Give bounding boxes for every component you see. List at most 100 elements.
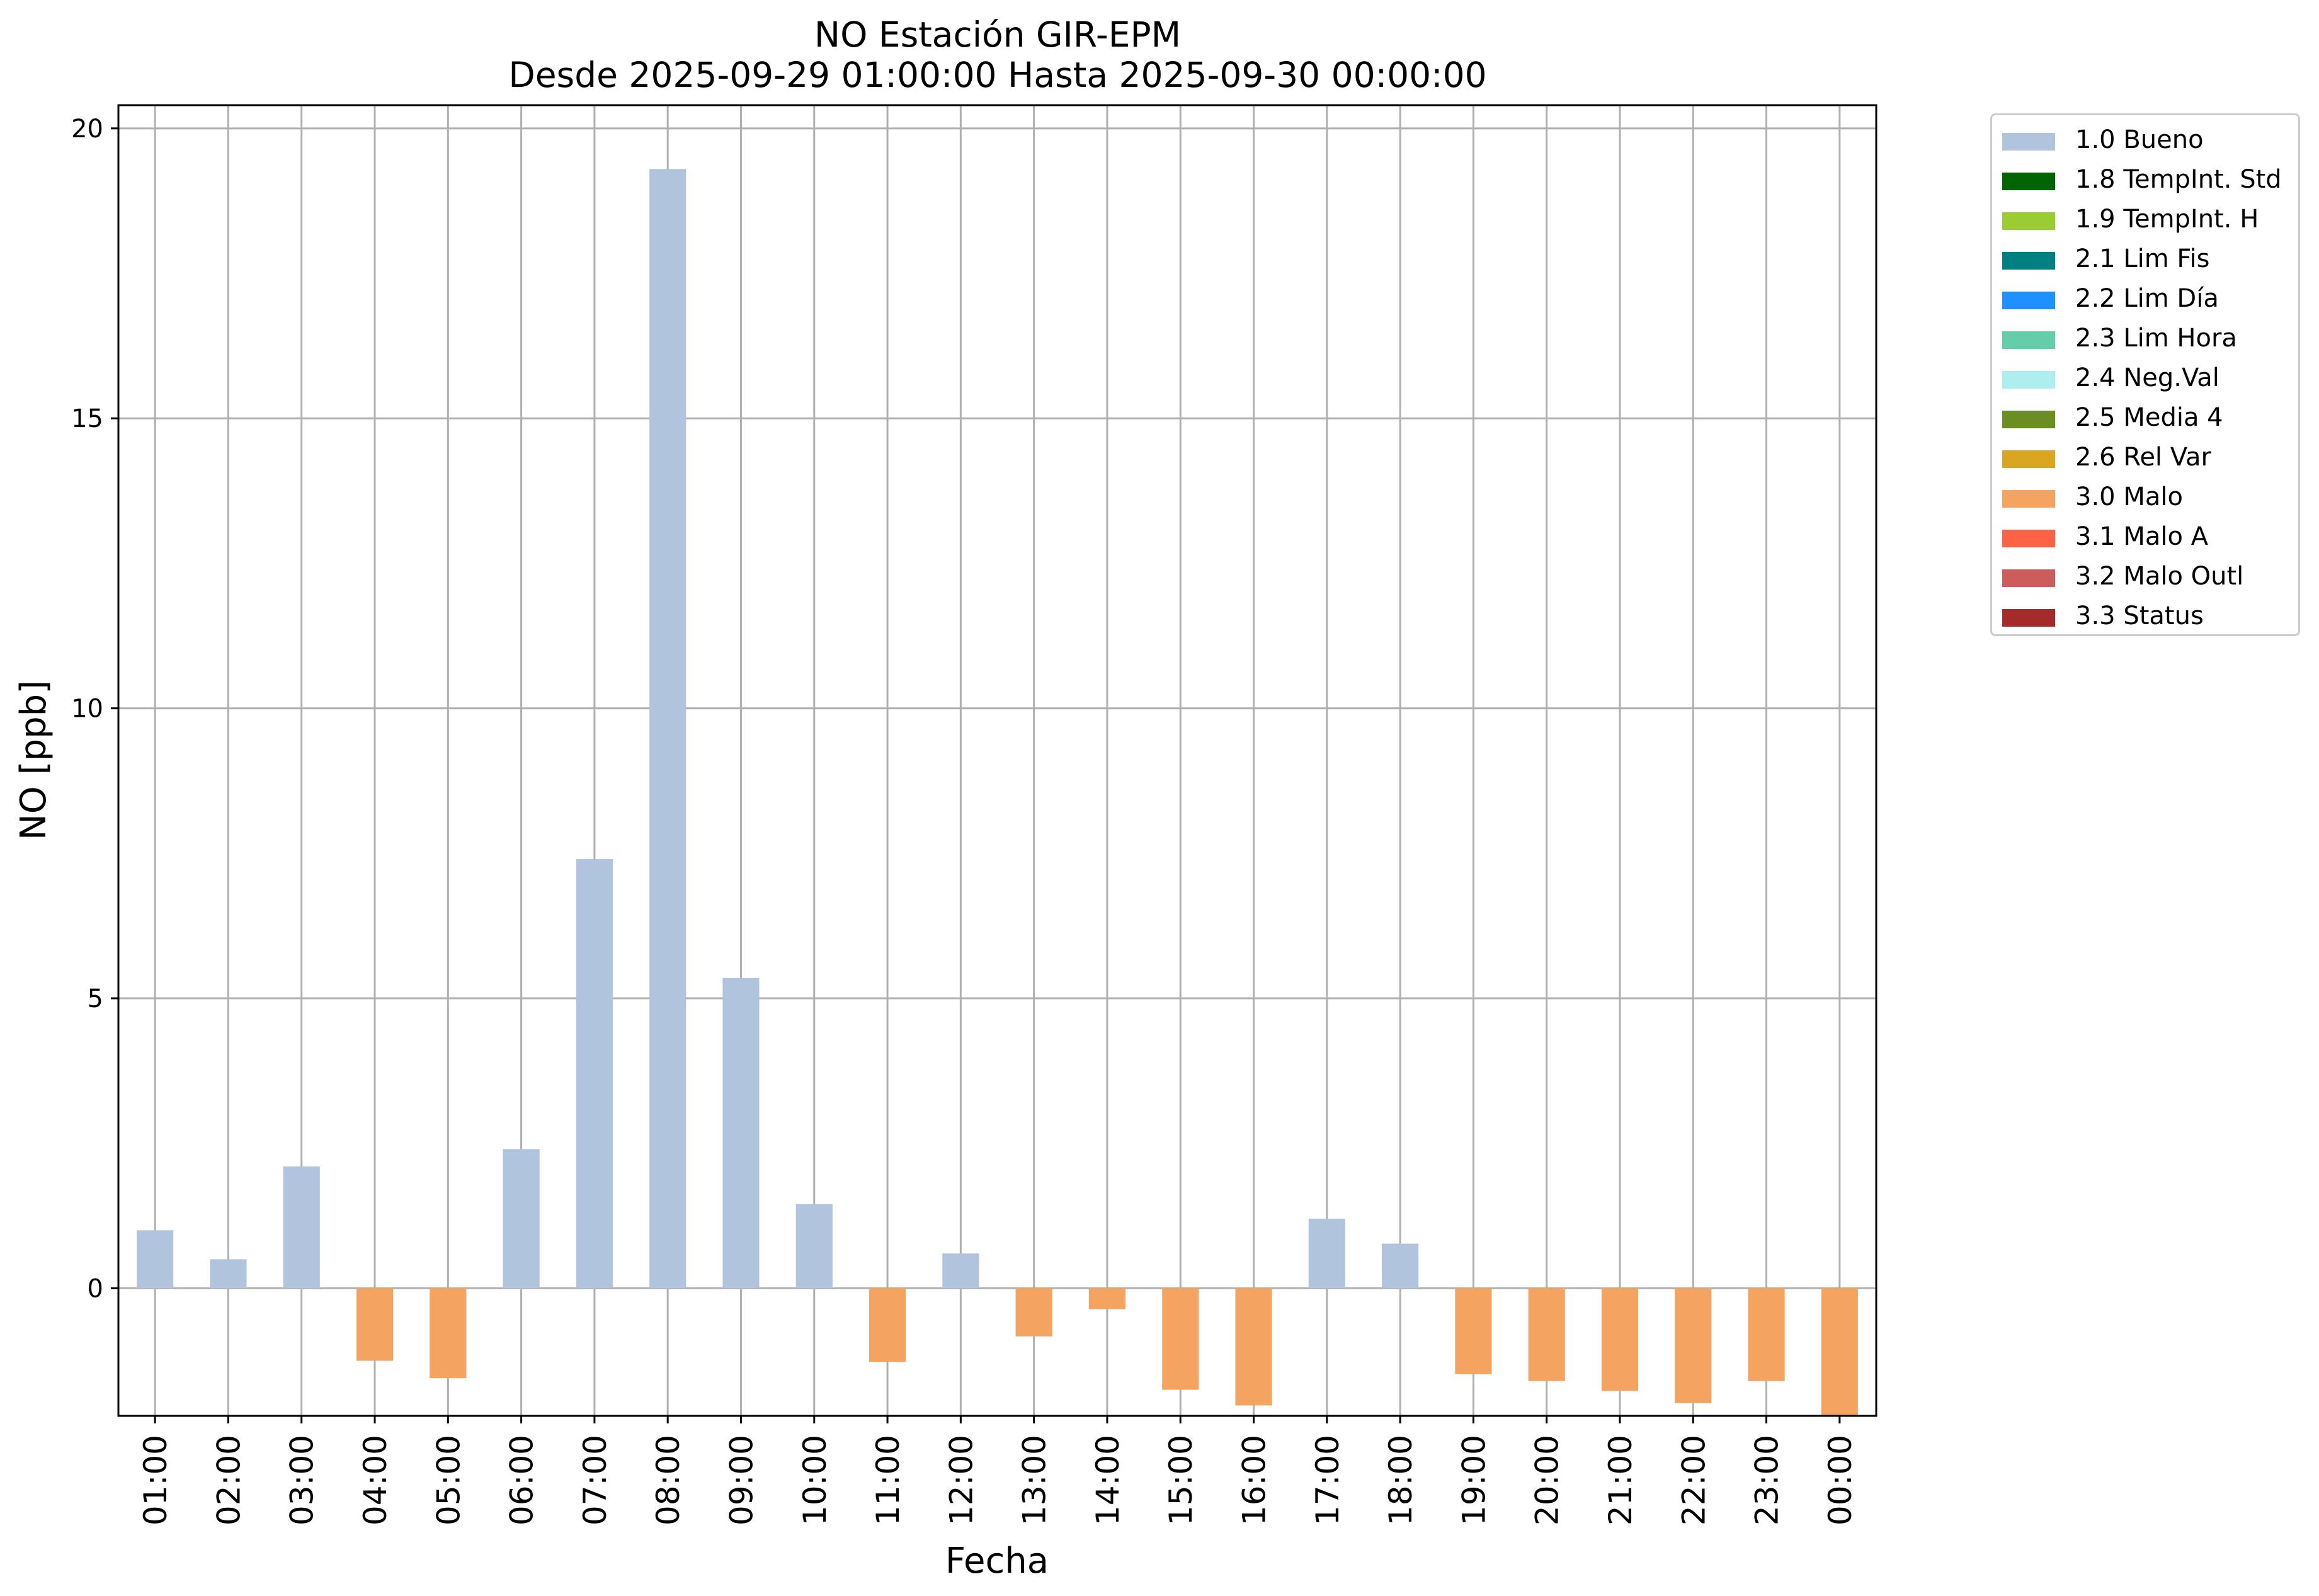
x-tick-label: 20:00 [1529,1435,1566,1525]
legend-label: 1.8 TempInt. Std [2075,165,2282,194]
x-tick-label: 14:00 [1090,1435,1126,1525]
x-tick-label: 22:00 [1675,1435,1712,1525]
legend-swatch [2002,371,2055,389]
x-tick-label: 05:00 [430,1435,467,1525]
legend-label: 3.3 Status [2075,601,2204,630]
y-tick-label: 10 [71,695,103,724]
x-tick-label: 07:00 [577,1435,613,1525]
x-tick-label: 23:00 [1749,1435,1786,1525]
legend-label: 1.0 Bueno [2075,125,2204,154]
bar-0600 [503,1149,540,1289]
x-tick-label: 00:00 [1822,1435,1859,1525]
bar-1100 [869,1288,906,1362]
bar-0200 [210,1259,247,1289]
bar-0800 [649,169,687,1289]
y-tick-label: 20 [71,115,103,144]
legend-item: 2.2 Lim Día [1992,280,2298,320]
y-tick-label: 15 [71,404,103,433]
grid-lines [118,105,1876,1416]
bar-0300 [283,1166,320,1289]
y-tick-label: 5 [88,984,103,1013]
x-tick-label: 02:00 [210,1435,247,1525]
bars [137,169,1858,1416]
bar-1400 [1088,1288,1126,1309]
legend: 1.0 Bueno 1.8 TempInt. Std 1.9 TempInt. H 2… [1990,113,2300,636]
legend-item: 1.9 TempInt. H [1992,201,2298,241]
bar-1800 [1382,1243,1419,1289]
legend-label: 3.1 Malo A [2075,522,2209,551]
x-tick-label: 03:00 [284,1435,321,1525]
bar-2300 [1748,1288,1785,1381]
legend-label: 2.2 Lim Día [2075,284,2219,313]
x-axis-ticks: 01:00 02:00 03:00 04:00 05:00 06:00 07:00 08:00… [137,1416,1859,1525]
legend-label: 2.4 Neg.Val [2075,363,2219,392]
legend-item: 2.5 Media 4 [1992,399,2298,439]
chart-title-line2: Desde 2025-09-29 01:00:00 Hasta 2025-09-… [508,55,1487,95]
legend-label: 1.9 TempInt. H [2075,205,2259,234]
legend-label: 2.1 Lim Fis [2075,244,2210,273]
x-tick-label: 21:00 [1602,1435,1639,1525]
bar-1500 [1162,1288,1199,1390]
legend-item: 2.1 Lim Fis [1992,241,2298,280]
legend-item: 2.3 Lim Hora [1992,320,2298,360]
legend-label: 2.3 Lim Hora [2075,324,2237,353]
legend-swatch [2002,173,2055,190]
legend-swatch [2002,530,2055,547]
y-axis-ticks: 0 5 10 15 20 [71,115,118,1303]
x-tick-label: 15:00 [1163,1435,1199,1525]
bar-0700 [576,859,613,1289]
bar-0500 [430,1288,467,1379]
x-tick-label: 06:00 [504,1435,540,1525]
bar-0100 [137,1230,174,1289]
legend-item: 1.0 Bueno [1992,122,2298,161]
bar-1300 [1015,1288,1052,1337]
y-axis-label: NO [ppb] [13,680,54,840]
legend-item: 2.6 Rel Var [1992,439,2298,479]
legend-label: 2.5 Media 4 [2075,403,2223,432]
legend-label: 3.0 Malo [2075,482,2183,511]
legend-item: 3.2 Malo Outl [1992,558,2298,598]
legend-item: 3.1 Malo A [1992,518,2298,558]
legend-swatch [2002,450,2055,468]
x-tick-label: 04:00 [357,1435,394,1525]
legend-item: 3.3 Status [1992,598,2298,637]
bar-2000 [1528,1288,1565,1381]
x-tick-label: 13:00 [1017,1435,1053,1525]
plot-frame [117,104,1877,1417]
x-tick-label: 17:00 [1309,1435,1346,1525]
x-tick-label: 09:00 [723,1435,760,1525]
legend-swatch [2002,292,2055,309]
bar-1000 [795,1204,833,1289]
x-tick-label: 16:00 [1236,1435,1273,1525]
bar-1600 [1235,1288,1272,1406]
x-tick-label: 08:00 [650,1435,687,1525]
bar-2200 [1675,1288,1712,1403]
legend-item: 3.0 Malo [1992,479,2298,518]
legend-item: 2.4 Neg.Val [1992,360,2298,399]
x-tick-label: 19:00 [1456,1435,1492,1525]
x-tick-label: 01:00 [137,1435,174,1525]
bar-0400 [356,1288,394,1361]
legend-swatch [2002,133,2055,151]
legend-swatch [2002,609,2055,627]
legend-swatch [2002,331,2055,349]
x-axis-label: Fecha [945,1541,1049,1582]
legend-swatch [2002,252,2055,270]
legend-swatch [2002,569,2055,587]
legend-swatch [2002,490,2055,508]
legend-label: 2.6 Rel Var [2075,443,2211,472]
bar-0900 [722,978,760,1289]
bar-0000 [1821,1288,1858,1416]
legend-swatch [2002,212,2055,230]
legend-item: 1.8 TempInt. Std [1992,161,2298,201]
bar-2100 [1601,1288,1639,1391]
x-tick-label: 12:00 [943,1435,979,1525]
legend-label: 3.2 Malo Outl [2075,562,2244,591]
y-tick-label: 0 [88,1274,103,1303]
chart-title-line1: NO Estación GIR-EPM [814,14,1182,55]
legend-swatch [2002,411,2055,428]
x-tick-label: 10:00 [797,1435,833,1525]
x-tick-label: 11:00 [870,1435,906,1525]
bar-1200 [942,1253,979,1289]
